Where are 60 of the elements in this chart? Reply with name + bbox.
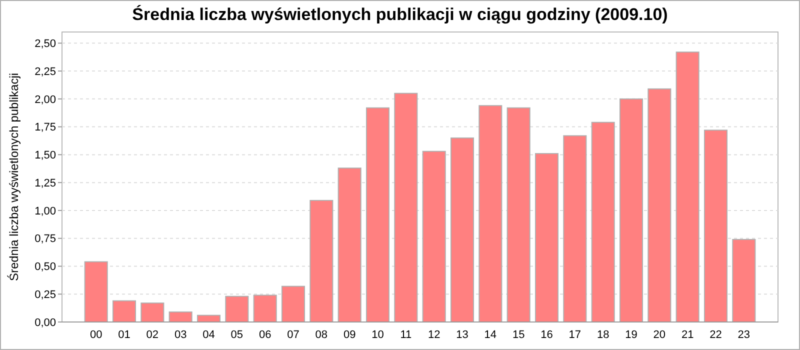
bar [281, 286, 306, 322]
bar [450, 137, 474, 322]
bar [591, 122, 615, 322]
x-tick-label: 01 [118, 329, 130, 341]
bar [112, 300, 136, 322]
x-tick-label: 07 [287, 329, 300, 341]
y-tick-label: 1,00 [34, 205, 56, 218]
bar [563, 135, 587, 322]
x-tick-label: 22 [710, 329, 722, 341]
bar [732, 238, 756, 322]
y-tick-label: 1,25 [34, 177, 56, 190]
y-tick-label: 2,50 [34, 38, 56, 50]
y-tick-label: 0,75 [34, 233, 56, 246]
y-tick-label: 1,50 [34, 150, 56, 162]
bar [168, 311, 192, 322]
x-tick-label: 03 [174, 329, 187, 341]
y-axis-title: Średnia liczba wyświetlonych publikacji [7, 72, 21, 282]
x-tick-label: 19 [625, 329, 638, 341]
x-tick-label: 04 [202, 329, 215, 341]
bar [394, 92, 418, 322]
x-tick-label: 05 [230, 329, 244, 341]
y-tick-label: 1,75 [34, 122, 56, 134]
x-tick-label: 06 [258, 329, 272, 341]
x-tick-label: 11 [400, 329, 412, 341]
x-tick-label: 21 [681, 329, 694, 341]
chart-title: Średnia liczba wyświetlonych publikacji w ciągu godziny (2009.10) [132, 4, 668, 24]
x-tick-label: 08 [315, 329, 328, 341]
bar [225, 296, 249, 322]
bar [366, 107, 390, 322]
y-tick-label: 0,00 [34, 316, 56, 329]
bar [534, 153, 559, 322]
bar [338, 168, 362, 322]
x-tick-label: 23 [738, 329, 750, 341]
bar [422, 150, 446, 322]
x-tick-label: 02 [146, 329, 159, 341]
x-tick-label: 18 [596, 329, 610, 341]
y-tick-label: 2,00 [34, 94, 56, 106]
x-tick-label: 09 [343, 329, 356, 341]
bar [704, 130, 728, 322]
x-tick-label: 00 [90, 329, 102, 341]
bar [648, 88, 672, 322]
bar [506, 107, 530, 322]
x-tick-label: 20 [653, 329, 666, 341]
x-tick-label: 17 [568, 329, 582, 341]
bar [253, 294, 277, 322]
bar [84, 261, 108, 322]
y-tick-label: 2,25 [34, 66, 56, 78]
x-tick-label: 12 [428, 329, 440, 341]
x-tick-label: 14 [484, 329, 497, 341]
x-tick-label: 16 [540, 329, 553, 341]
y-tick-label: 0,25 [34, 288, 56, 301]
bar [676, 52, 700, 322]
x-tick-label: 13 [456, 329, 468, 341]
y-tick-label: 0,50 [34, 261, 56, 274]
x-tick-label: 15 [512, 329, 525, 341]
bar [310, 200, 334, 322]
bar [619, 98, 644, 322]
x-tick-label: 10 [372, 329, 384, 341]
bar [140, 302, 164, 322]
bar [478, 105, 502, 322]
